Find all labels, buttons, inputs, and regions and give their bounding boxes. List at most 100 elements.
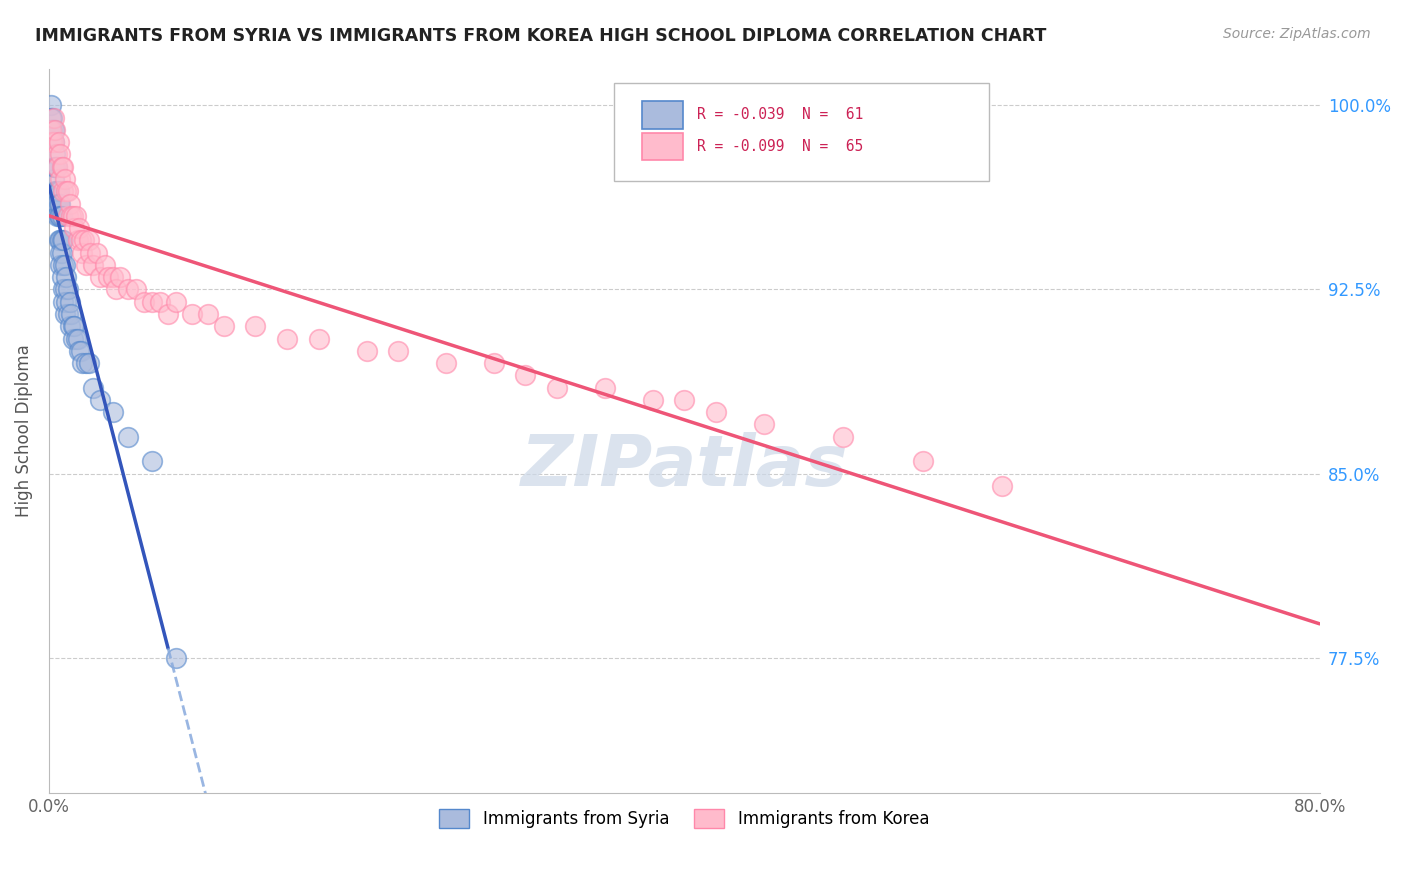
Point <box>56 184 79 198</box>
Point <box>75 356 97 370</box>
Point <box>53 258 76 272</box>
Point <box>49 258 72 272</box>
Point <box>93 258 115 272</box>
Point <box>48 184 70 198</box>
Point <box>546 381 568 395</box>
Point <box>69 343 91 358</box>
Point <box>212 319 235 334</box>
Point <box>49 245 72 260</box>
Point <box>45 147 67 161</box>
Point <box>45 196 67 211</box>
Point <box>51 209 73 223</box>
Text: Source: ZipAtlas.com: Source: ZipAtlas.com <box>1223 27 1371 41</box>
Point <box>49 196 72 211</box>
Text: R = -0.039  N =  61: R = -0.039 N = 61 <box>697 107 863 122</box>
Point <box>434 356 457 370</box>
Point <box>62 332 84 346</box>
Point <box>45 160 67 174</box>
Point <box>44 147 66 161</box>
Point <box>59 294 82 309</box>
Point <box>149 294 172 309</box>
Point <box>51 160 73 174</box>
Point <box>56 307 79 321</box>
Point <box>45 160 67 174</box>
Point <box>181 307 204 321</box>
Point <box>125 282 148 296</box>
Point <box>387 343 409 358</box>
Point <box>48 233 70 247</box>
Point <box>197 307 219 321</box>
Point <box>165 294 187 309</box>
Text: ZIPatlas: ZIPatlas <box>520 433 848 501</box>
Point <box>134 294 156 309</box>
Point <box>79 245 101 260</box>
Point <box>65 332 87 346</box>
Text: IMMIGRANTS FROM SYRIA VS IMMIGRANTS FROM KOREA HIGH SCHOOL DIPLOMA CORRELATION C: IMMIGRANTS FROM SYRIA VS IMMIGRANTS FROM… <box>35 27 1046 45</box>
Point <box>48 196 70 211</box>
Legend: Immigrants from Syria, Immigrants from Korea: Immigrants from Syria, Immigrants from K… <box>433 803 936 835</box>
Point <box>641 392 664 407</box>
Point <box>51 270 73 285</box>
Point <box>59 196 82 211</box>
FancyBboxPatch shape <box>614 83 990 181</box>
Point <box>39 111 62 125</box>
Point <box>44 196 66 211</box>
Point <box>42 135 65 149</box>
Text: R = -0.099  N =  65: R = -0.099 N = 65 <box>697 139 863 154</box>
Point <box>86 245 108 260</box>
Point <box>56 209 79 223</box>
Point <box>62 209 84 223</box>
Point <box>72 245 94 260</box>
Point <box>49 172 72 186</box>
Point <box>110 270 132 285</box>
Point <box>276 332 298 346</box>
Point <box>89 270 111 285</box>
Point <box>42 172 65 186</box>
Point <box>62 319 84 334</box>
Point <box>42 111 65 125</box>
Point <box>832 430 855 444</box>
Point <box>42 123 65 137</box>
Point <box>63 221 86 235</box>
Point <box>41 111 63 125</box>
Point <box>39 123 62 137</box>
Point <box>515 368 537 383</box>
Point <box>52 282 75 296</box>
Point <box>39 98 62 112</box>
Point <box>77 233 100 247</box>
Point <box>45 184 67 198</box>
Point <box>49 147 72 161</box>
Point <box>55 270 77 285</box>
Point <box>55 294 77 309</box>
Point <box>53 172 76 186</box>
Point <box>60 307 83 321</box>
Point <box>52 160 75 174</box>
Point <box>66 332 89 346</box>
Point <box>44 123 66 137</box>
Point <box>117 430 139 444</box>
Point <box>101 270 124 285</box>
Point <box>165 650 187 665</box>
Point <box>69 233 91 247</box>
Point <box>356 343 378 358</box>
Point <box>52 233 75 247</box>
Point <box>991 479 1014 493</box>
Point <box>41 135 63 149</box>
Bar <box>643 133 683 161</box>
Point <box>104 282 127 296</box>
Point <box>44 160 66 174</box>
Point <box>911 454 934 468</box>
Point <box>82 258 104 272</box>
Point <box>482 356 505 370</box>
Point <box>752 417 775 432</box>
Point <box>593 381 616 395</box>
Point <box>101 405 124 419</box>
Point <box>66 233 89 247</box>
Point <box>45 209 67 223</box>
Point <box>51 245 73 260</box>
Point <box>44 184 66 198</box>
Point <box>63 319 86 334</box>
Y-axis label: High School Diploma: High School Diploma <box>15 344 32 517</box>
Point <box>41 123 63 137</box>
Point <box>704 405 727 419</box>
